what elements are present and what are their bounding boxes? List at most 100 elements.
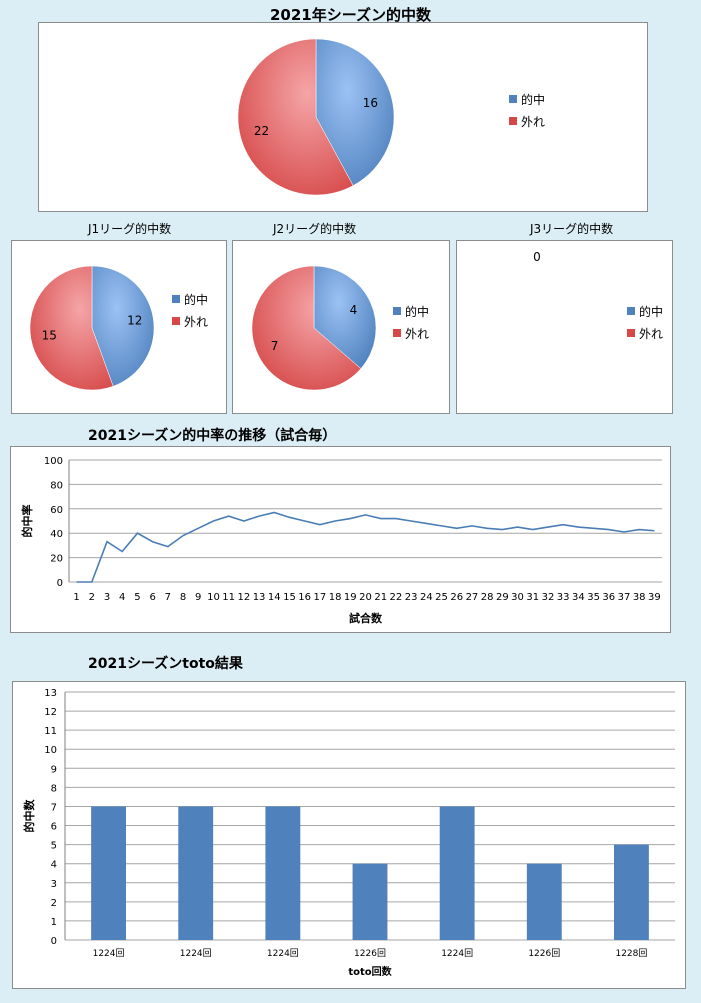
- x-tick-label: 32: [542, 592, 555, 603]
- bar: [265, 806, 301, 940]
- bar-chart-panel: 0 1 2 3 4 5 6 7 8 9 10 11 12 13 1224回 1224回 1224回 1226回 12…: [12, 681, 686, 989]
- x-tick-label: 5: [134, 592, 140, 603]
- j1-pie-title: J1リーグ的中数: [88, 222, 172, 236]
- y-tick-label: 60: [50, 505, 63, 516]
- y-tick-label: 6: [51, 822, 57, 833]
- y-tick-label: 20: [50, 554, 63, 565]
- pie-value-label: 16: [363, 96, 378, 110]
- x-tick-label: 15: [283, 592, 296, 603]
- x-tick-label: 1224回: [93, 948, 125, 959]
- y-tick-label: 80: [50, 480, 63, 491]
- pie-slice-miss: [251, 265, 362, 391]
- legend-swatch-hit: [627, 307, 635, 315]
- j1-pie-panel: 12 15 的中 外れ: [11, 240, 227, 414]
- y-tick-label: 5: [51, 841, 57, 852]
- legend-label: 的中: [521, 92, 545, 107]
- x-tick-label: 1224回: [180, 948, 212, 959]
- x-tick-label: 8: [180, 592, 186, 603]
- y-tick-label: 8: [51, 783, 57, 794]
- season-pie-panel: 16 22 的中 外れ: [38, 22, 648, 212]
- legend-label: 外れ: [405, 327, 429, 341]
- pie-value-label: 22: [254, 124, 269, 138]
- bar: [526, 863, 562, 940]
- y-tick-label: 40: [50, 529, 63, 540]
- j3-pie-title: J3リーグ的中数: [530, 222, 614, 236]
- legend-swatch-hit: [509, 95, 517, 103]
- x-tick-label: 1224回: [267, 948, 299, 959]
- pie-slice-hit: [313, 265, 377, 369]
- j2-pie-panel: 4 7 的中 外れ: [232, 240, 450, 414]
- x-tick-label: 28: [481, 592, 494, 603]
- x-tick-label: 13: [253, 592, 266, 603]
- x-tick-label: 24: [420, 592, 433, 603]
- x-tick-label: 2: [89, 592, 95, 603]
- legend-swatch-miss: [393, 329, 401, 337]
- y-tick-label: 0: [51, 936, 57, 947]
- x-tick-label: 12: [237, 592, 250, 603]
- pie-slice-hit: [315, 38, 395, 186]
- y-tick-label: 10: [44, 745, 57, 756]
- x-axis-label: toto回数: [348, 965, 392, 978]
- legend-swatch-hit: [172, 295, 180, 303]
- x-tick-label: 16: [298, 592, 311, 603]
- pie-value-label: 15: [42, 329, 57, 343]
- line-chart-title: 2021シーズン的中率の推移（試合毎）: [88, 428, 337, 444]
- x-tick-label: 26: [450, 592, 463, 603]
- y-tick-label: 12: [44, 707, 57, 718]
- legend-label: 外れ: [184, 315, 208, 329]
- y-tick-label: 0: [57, 578, 63, 589]
- pie-slice-miss: [29, 265, 114, 391]
- y-tick-label: 2: [51, 898, 57, 909]
- x-tick-label: 27: [466, 592, 479, 603]
- x-tick-label: 19: [344, 592, 357, 603]
- y-tick-label: 100: [44, 456, 63, 467]
- pie-value-label: 0: [533, 250, 541, 264]
- x-tick-label: 31: [526, 592, 539, 603]
- legend-label: 的中: [405, 304, 429, 319]
- j3-pie-panel: 0 的中外れ: [456, 240, 673, 414]
- x-tick-label: 1228回: [615, 948, 647, 959]
- x-tick-label: 37: [618, 592, 631, 603]
- x-tick-label: 36: [602, 592, 615, 603]
- y-tick-label: 1: [51, 917, 57, 928]
- season-pie-title: 2021年シーズン的中数: [270, 6, 431, 24]
- pie-value-label: 12: [127, 313, 142, 327]
- legend-swatch-miss: [172, 317, 180, 325]
- j2-pie-title: J2リーグ的中数: [273, 222, 357, 236]
- x-tick-label: 10: [207, 592, 220, 603]
- legend-label: 外れ: [639, 327, 663, 341]
- x-tick-label: 30: [511, 592, 524, 603]
- bar: [178, 806, 214, 940]
- x-tick-label: 38: [633, 592, 646, 603]
- pie-value-label: 7: [271, 339, 279, 353]
- x-tick-label: 1226回: [354, 948, 386, 959]
- y-tick-label: 7: [51, 802, 57, 813]
- y-tick-label: 11: [44, 726, 57, 737]
- x-tick-label: 1224回: [441, 948, 473, 959]
- bar: [614, 844, 649, 940]
- bar: [439, 806, 475, 940]
- y-tick-label: 4: [51, 860, 57, 871]
- y-tick-label: 3: [51, 879, 57, 890]
- line-chart-panel: 0 20 40 60 80 100 1 2 3 4 5 6 7 8 9 10 11 12 13 14 15 16 17 18 1…: [10, 446, 671, 633]
- x-tick-label: 20: [359, 592, 372, 603]
- x-tick-label: 21: [374, 592, 387, 603]
- y-axis-label: 的中率: [20, 505, 34, 538]
- x-tick-label: 14: [268, 592, 281, 603]
- x-tick-label: 6: [149, 592, 155, 603]
- pie-slice-miss: [237, 38, 354, 196]
- x-tick-label: 33: [557, 592, 570, 603]
- x-tick-label: 1: [73, 592, 79, 603]
- hit-rate-line: [76, 511, 655, 583]
- legend-swatch-hit: [393, 307, 401, 315]
- pie-slice-hit: [91, 265, 155, 387]
- y-axis-label: 的中数: [22, 799, 36, 833]
- legend-label: 的中: [639, 304, 663, 319]
- x-axis-label: 試合数: [349, 611, 383, 625]
